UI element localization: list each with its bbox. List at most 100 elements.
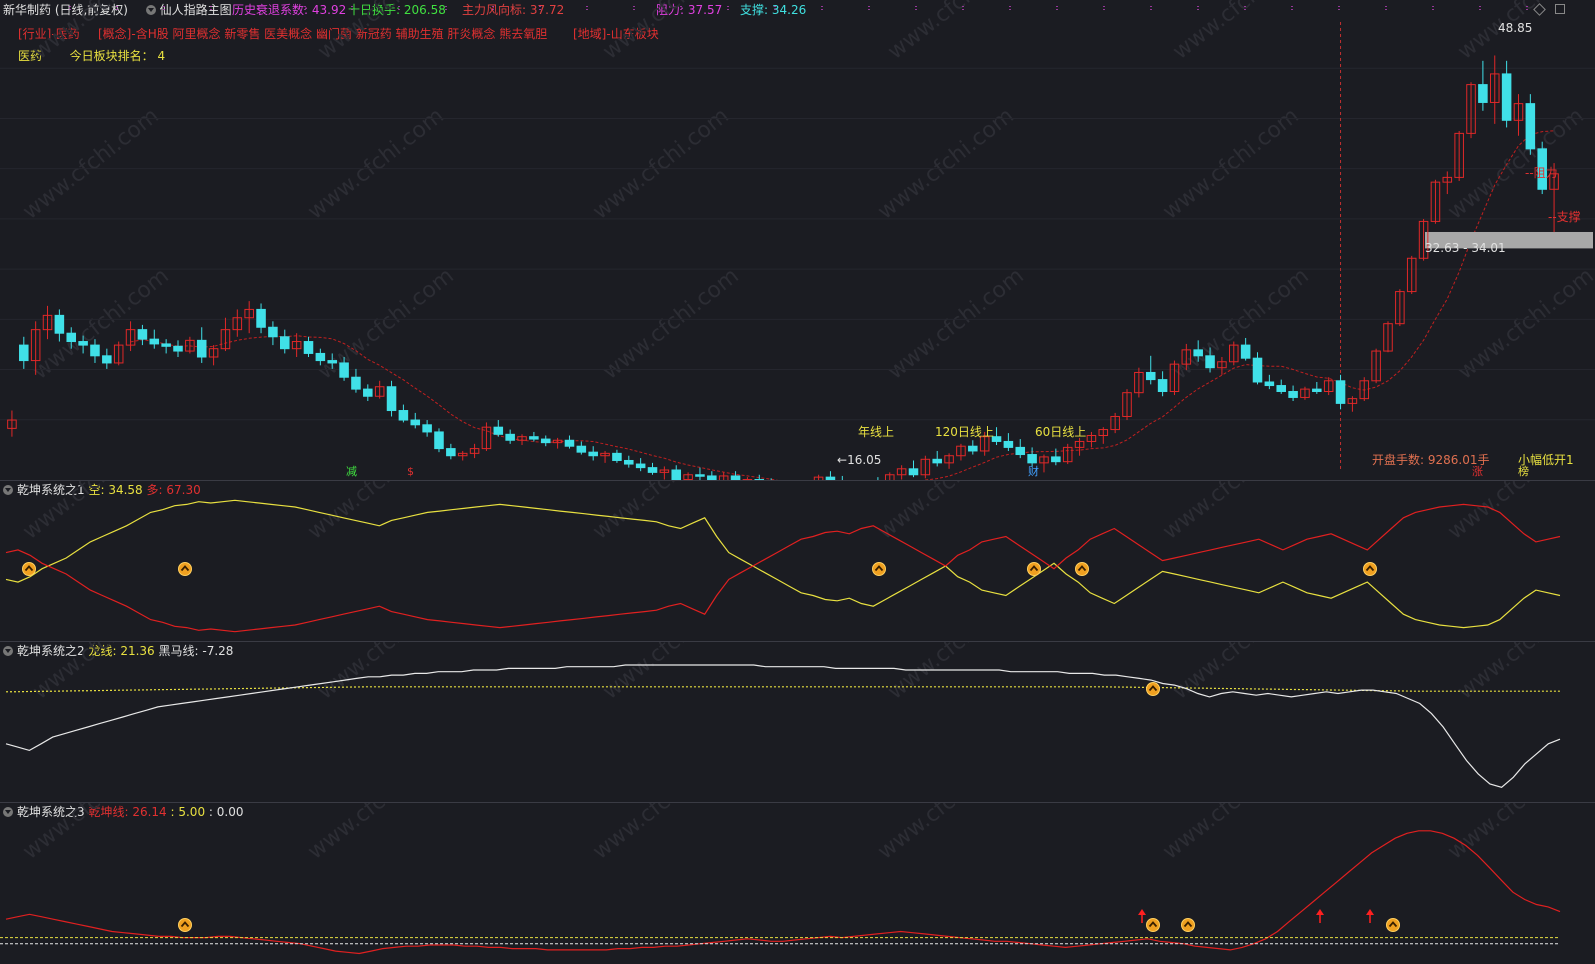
candle-body [208,348,219,358]
watermark-text: www.cfchi.com [1168,263,1313,384]
panel1-chart[interactable]: www.cfchi.com www.cfchi.com www.cfchi.com w… [0,481,1595,641]
stat-value: 37.72 [529,3,565,17]
candle-body [30,329,41,362]
watermark-text: www.cfchi.com [1443,481,1588,545]
candle-body [196,339,207,358]
watermark-text: www.cfchi.com [18,481,163,545]
watermark-text: www.cfchi.com [28,642,173,705]
signal-badge [1146,918,1160,932]
signal-badge [1386,918,1400,932]
candlestick-chart[interactable]: www.cfchi.com www.cfchi.com www.cfchi.com w… [0,0,1595,480]
tag-2[interactable]: [地域]-山东板块 [573,27,659,41]
candle-body [1323,380,1334,392]
candle-body [1027,454,1037,464]
watermark-text: www.cfchi.com [1443,803,1588,865]
watermark-text: www.cfchi.com [18,803,163,865]
candle-body [232,317,243,331]
candle-body [671,469,682,480]
candle-body [1489,73,1500,103]
panel-divider-1 [0,480,1595,481]
panel2-values: 龙线: 21.36 黑马线: -7.28 [88,644,233,658]
panel3-item-label: 乾坤线: [88,805,133,819]
corner-maximize-icon[interactable] [1555,4,1565,14]
candle-body [54,314,65,334]
panel3-chart[interactable]: www.cfchi.com www.cfchi.com www.cfchi.com w… [0,803,1595,964]
watermark-text: www.cfchi.com [873,481,1018,545]
watermark-text: www.cfchi.com [18,103,163,224]
panel2-chart[interactable]: www.cfchi.com www.cfchi.com www.cfchi.com w… [0,642,1595,802]
watermark-text: www.cfchi.com [313,263,458,384]
stat-value: 43.92 [311,3,347,17]
tag-1[interactable]: [概念]-含H股 阿里概念 新零售 医美概念 幽门菌 新冠药 辅助生殖 肝炎概念… [98,27,548,41]
candle-body [7,419,17,429]
panel1-header: 乾坤系统之1 空: 34.58 多: 67.30 [3,482,201,498]
candle-body [1098,429,1109,437]
dollar-mark[interactable]: $ [407,465,414,478]
candle-body [612,452,622,461]
candle-body [1395,291,1405,325]
panel1-title[interactable]: 乾坤系统之1 [17,483,85,497]
candle-body [113,344,124,364]
panel2-item-value: 21.36 [120,644,155,658]
candle-body [505,433,515,441]
candle-body [1454,132,1464,178]
panel3-item-value: 26.14 [132,805,167,819]
candle-body [1134,371,1144,394]
indicator-name[interactable]: 仙人指路主图 [159,3,232,17]
candle-body [1288,390,1298,398]
signal-badge [1363,562,1377,576]
series-line-1 [5,503,1561,633]
stat-4: 支撑: 34.26 [740,2,806,18]
bang-mark[interactable]: 榜 [1518,465,1529,478]
panel-divider-3 [0,802,1595,803]
panel1-item-value: 34.58 [108,483,143,497]
panel3-menu-icon[interactable] [3,807,13,817]
candle-body [718,475,729,480]
candle-body [600,452,610,457]
header-bar: 新华制药 (日线,前复权) 仙人指路主图 [3,2,232,18]
line120-label: 120日线上 [935,425,994,439]
watermark-text: www.cfchi.com [883,263,1028,384]
panel2-title[interactable]: 乾坤系统之2 [17,644,85,658]
buy-arrow [1316,909,1324,915]
panel3-item-label: : [205,805,217,819]
watermark-text: www.cfchi.com [313,0,458,65]
stat-label: 十日换手: [348,3,404,17]
candle-body [968,445,978,452]
watermark-text: www.cfchi.com [883,0,1028,65]
watermark-text: www.cfchi.com [873,103,1018,224]
watermark-text: www.cfchi.com [1158,103,1303,224]
candle-body [78,341,88,346]
candle-body [220,329,231,350]
candle-body [517,436,527,441]
panel3-header: 乾坤系统之3 乾坤线: 26.14 : 5.00 : 0.00 [3,804,243,820]
stat-3: 阻力: 37.57 [656,2,722,18]
resistance-text: 阻力 [1533,166,1558,180]
stat-label: 历史衰退系数: [232,3,312,17]
candle-body [1371,350,1381,382]
candle-body [161,343,171,347]
candle-body [1418,220,1429,259]
stock-title[interactable]: 新华制药 (日线,前复权) [3,3,128,17]
candle-body [1086,435,1097,442]
zhang-mark[interactable]: 涨 [1472,465,1483,478]
candle-body [149,338,160,345]
stat-label: 支撑: [740,3,772,17]
watermark-text: www.cfchi.com [598,263,743,384]
tag-0[interactable]: [行业]-医药 [18,27,80,41]
candle-body [979,436,990,452]
indicator-dropdown-icon[interactable] [145,5,156,15]
cai-mark[interactable]: 财 [1028,465,1039,478]
panel3-title[interactable]: 乾坤系统之3 [17,805,85,819]
sector-name: 医药 [18,49,43,63]
candle-body [1193,349,1203,357]
candle-body [1157,379,1168,392]
panel2-menu-icon[interactable] [3,646,13,656]
jian-mark[interactable]: 减 [346,465,357,478]
panel1-menu-icon[interactable] [3,485,13,495]
candle-body [991,436,1002,442]
watermark-text: www.cfchi.com [883,642,1028,705]
stat-value: 34.26 [771,3,807,17]
candle-body [540,438,551,444]
panel1-item-label: 空: [88,483,109,497]
